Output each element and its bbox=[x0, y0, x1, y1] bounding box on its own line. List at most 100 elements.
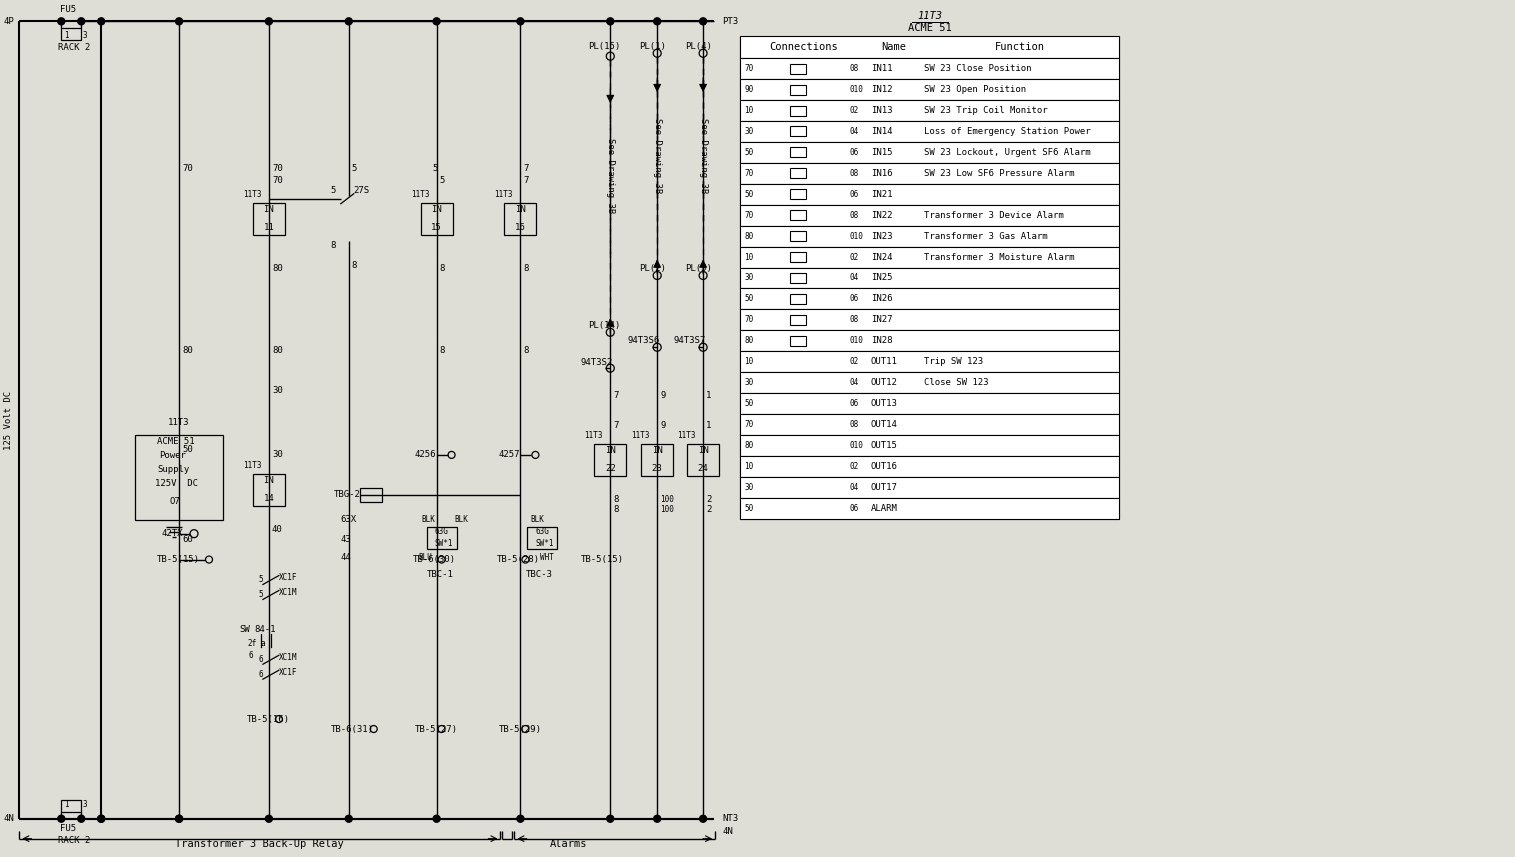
Text: 94T3S7: 94T3S7 bbox=[673, 336, 706, 345]
Text: SW 23 Close Position: SW 23 Close Position bbox=[924, 64, 1032, 73]
Circle shape bbox=[97, 18, 105, 25]
Text: TB-5(15): TB-5(15) bbox=[158, 555, 200, 564]
Bar bbox=[739, 267, 1120, 289]
Circle shape bbox=[608, 815, 614, 822]
Bar bbox=[789, 127, 806, 136]
Bar bbox=[504, 203, 536, 235]
Text: 70: 70 bbox=[182, 165, 192, 173]
Text: Connections: Connections bbox=[770, 42, 838, 52]
Text: PL(15): PL(15) bbox=[588, 42, 621, 51]
Text: IN16: IN16 bbox=[871, 169, 892, 178]
Text: 08: 08 bbox=[850, 169, 859, 178]
Bar bbox=[739, 476, 1120, 498]
Circle shape bbox=[653, 815, 661, 822]
Text: 80: 80 bbox=[744, 441, 753, 450]
Text: 1: 1 bbox=[64, 800, 68, 809]
Text: OUT13: OUT13 bbox=[871, 399, 898, 408]
Text: 3: 3 bbox=[82, 31, 86, 39]
Text: ALARM: ALARM bbox=[871, 504, 898, 512]
Text: 4N: 4N bbox=[3, 814, 14, 824]
Text: Transformer 3 Device Alarm: Transformer 3 Device Alarm bbox=[924, 211, 1064, 219]
Bar bbox=[421, 203, 453, 235]
Text: IN: IN bbox=[264, 476, 274, 485]
Text: 7: 7 bbox=[523, 165, 529, 173]
Text: 15: 15 bbox=[432, 223, 442, 232]
Text: O7: O7 bbox=[170, 497, 180, 506]
Bar bbox=[739, 247, 1120, 267]
Circle shape bbox=[176, 18, 182, 25]
Text: 30: 30 bbox=[744, 378, 753, 387]
Text: IN14: IN14 bbox=[871, 127, 892, 136]
Text: 43: 43 bbox=[341, 535, 351, 544]
Text: 125 Volt DC: 125 Volt DC bbox=[5, 391, 12, 450]
Text: IN: IN bbox=[604, 446, 615, 455]
Text: TBC-1: TBC-1 bbox=[427, 570, 453, 579]
Text: TB-5(16): TB-5(16) bbox=[247, 715, 289, 723]
Text: 02: 02 bbox=[850, 462, 859, 470]
Text: 11T3: 11T3 bbox=[168, 417, 189, 427]
Text: 08: 08 bbox=[850, 211, 859, 219]
Text: 8: 8 bbox=[523, 264, 529, 273]
Bar bbox=[789, 294, 806, 304]
Text: 8: 8 bbox=[614, 495, 618, 504]
Text: 2f: 2f bbox=[247, 638, 256, 648]
Text: OUT17: OUT17 bbox=[871, 482, 898, 492]
Text: 10: 10 bbox=[744, 106, 753, 115]
Circle shape bbox=[58, 18, 65, 25]
Bar bbox=[739, 205, 1120, 225]
Text: PL(2): PL(2) bbox=[639, 264, 667, 273]
Text: TB-5(27): TB-5(27) bbox=[415, 724, 458, 734]
Text: IN26: IN26 bbox=[871, 295, 892, 303]
Text: 80: 80 bbox=[271, 264, 283, 273]
Text: 11T3: 11T3 bbox=[585, 431, 603, 440]
Text: 70: 70 bbox=[744, 169, 753, 178]
Text: TB-5(29): TB-5(29) bbox=[498, 724, 541, 734]
Text: IN21: IN21 bbox=[871, 189, 892, 199]
Bar bbox=[739, 58, 1120, 79]
Text: 16: 16 bbox=[515, 223, 526, 232]
Text: 50: 50 bbox=[744, 189, 753, 199]
Text: FU5: FU5 bbox=[61, 5, 76, 14]
Text: 4257: 4257 bbox=[498, 451, 520, 459]
Text: TBC-3: TBC-3 bbox=[526, 570, 553, 579]
Text: 04: 04 bbox=[850, 273, 859, 283]
Text: 1: 1 bbox=[64, 31, 68, 39]
Text: 08: 08 bbox=[850, 420, 859, 429]
Text: 11: 11 bbox=[264, 223, 274, 232]
Bar bbox=[739, 435, 1120, 456]
Text: PL(5): PL(5) bbox=[685, 264, 712, 273]
Text: 8: 8 bbox=[330, 241, 336, 250]
Text: 8: 8 bbox=[439, 264, 445, 273]
Text: 84-1: 84-1 bbox=[255, 625, 276, 634]
Bar bbox=[789, 315, 806, 325]
Text: 5: 5 bbox=[259, 590, 264, 599]
Circle shape bbox=[176, 815, 182, 822]
Text: 42TX: 42TX bbox=[161, 529, 183, 538]
Text: PL(14): PL(14) bbox=[588, 321, 621, 330]
Text: 70: 70 bbox=[744, 211, 753, 219]
Bar bbox=[253, 474, 285, 506]
Bar bbox=[789, 210, 806, 220]
Text: 6: 6 bbox=[259, 669, 264, 679]
Text: XC1M: XC1M bbox=[279, 653, 297, 662]
Text: OUT11: OUT11 bbox=[871, 357, 898, 366]
Text: 24: 24 bbox=[698, 464, 709, 473]
Circle shape bbox=[433, 815, 439, 822]
Text: IN: IN bbox=[698, 446, 709, 455]
Circle shape bbox=[345, 18, 353, 25]
Circle shape bbox=[77, 18, 85, 25]
Text: BLU: BLU bbox=[418, 553, 432, 562]
Bar bbox=[789, 273, 806, 283]
Text: 8: 8 bbox=[351, 261, 358, 270]
Bar bbox=[739, 456, 1120, 476]
Text: 11T3: 11T3 bbox=[677, 431, 695, 440]
Bar bbox=[739, 309, 1120, 330]
Text: RACK 2: RACK 2 bbox=[58, 836, 91, 845]
Text: ACME 51: ACME 51 bbox=[158, 437, 195, 446]
Text: 30: 30 bbox=[744, 273, 753, 283]
Text: 06: 06 bbox=[850, 189, 859, 199]
Text: 5: 5 bbox=[433, 165, 438, 173]
Text: XC1M: XC1M bbox=[279, 588, 297, 597]
Circle shape bbox=[97, 815, 105, 822]
Text: a: a bbox=[261, 638, 265, 648]
